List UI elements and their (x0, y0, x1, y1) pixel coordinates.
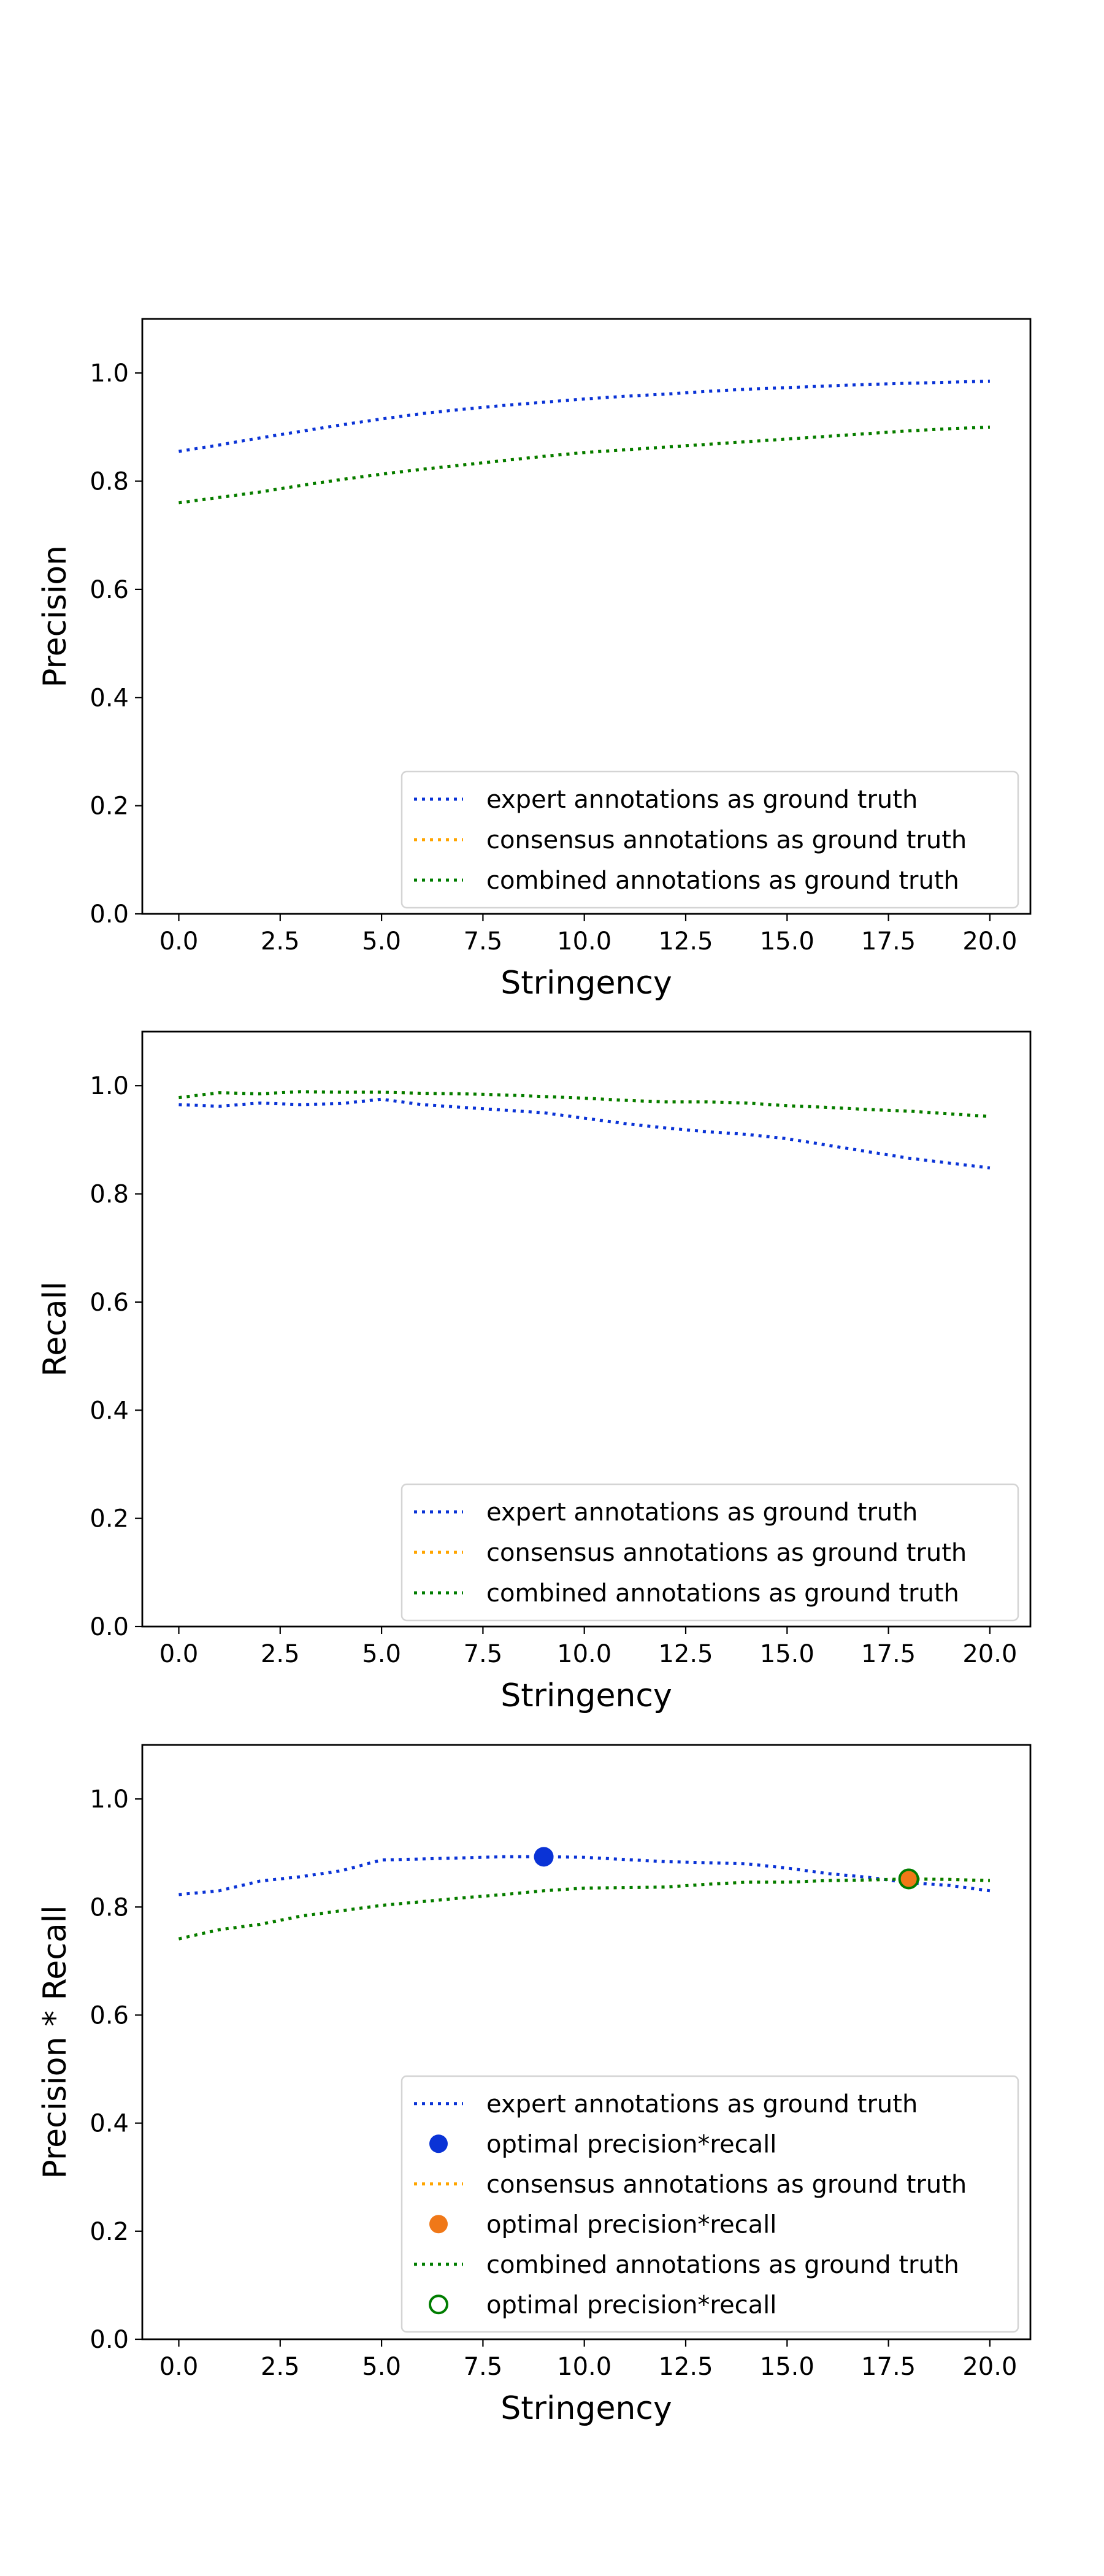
x-tick-label: 15.0 (760, 1640, 815, 1668)
x-tick-label: 17.5 (861, 927, 916, 956)
series-line-consensus-annotations-as-ground-truth (178, 425, 990, 505)
x-axis-label: Stringency (500, 1677, 672, 1714)
legend-label: optimal precision*recall (486, 2130, 776, 2158)
legend-label: consensus annotations as ground truth (486, 1539, 967, 1567)
x-tick-label: 15.0 (760, 2353, 815, 2381)
y-tick-label: 1.0 (90, 359, 129, 388)
y-tick-label: 1.0 (90, 1072, 129, 1100)
x-tick-label: 10.0 (557, 1640, 611, 1668)
legend-label: combined annotations as ground truth (486, 2251, 959, 2279)
x-tick-label: 20.0 (962, 927, 1017, 956)
y-tick-label: 0.4 (90, 1397, 129, 1425)
x-tick-label: 12.5 (658, 1640, 713, 1668)
x-tick-label: 0.0 (159, 2353, 199, 2381)
x-tick-label: 12.5 (658, 927, 713, 956)
y-tick-label: 0.6 (90, 576, 129, 604)
legend-label: optimal precision*recall (486, 2291, 776, 2319)
y-tick-label: 0.4 (90, 2110, 129, 2138)
y-tick-label: 0.2 (90, 792, 129, 821)
y-tick-label: 0.8 (90, 1181, 129, 1209)
x-axis-label: Stringency (500, 965, 672, 1002)
legend-box (401, 1483, 1019, 1622)
x-tick-label: 7.5 (464, 927, 503, 956)
x-tick-label: 15.0 (760, 927, 815, 956)
legend-swatch-marker (429, 2134, 448, 2153)
y-tick-label: 0.2 (90, 2218, 129, 2246)
legend: expert annotations as ground truth consen… (401, 770, 1019, 909)
legend-label: optimal precision*recall (486, 2210, 776, 2239)
x-tick-label: 7.5 (464, 1640, 503, 1668)
y-tick-label: 0.6 (90, 2001, 129, 2030)
legend-swatch-marker (429, 2215, 448, 2234)
series-line-combined-annotations-as-ground-truth (178, 1877, 990, 1941)
legend-label: expert annotations as ground truth (486, 2090, 918, 2118)
legend-box (401, 770, 1019, 909)
y-axis-label: Precision (37, 545, 74, 688)
legend-label: expert annotations as ground truth (486, 786, 918, 814)
legend-label: combined annotations as ground truth (486, 1579, 959, 1608)
chart-panel-3: 0.0 2.5 5.0 7.5 10.0 12.5 15.0 17.5 20.0 0.0 0.2 0.… (37, 1744, 1032, 2427)
y-tick-label: 1.0 (90, 1785, 129, 1814)
x-tick-label: 12.5 (658, 2353, 713, 2381)
x-tick-label: 5.0 (362, 1640, 401, 1668)
optimum-point-combined-annotations-as-ground-truth (898, 1868, 919, 1890)
x-tick-label: 2.5 (261, 1640, 300, 1668)
x-tick-label: 10.0 (557, 2353, 611, 2381)
y-tick-label: 0.0 (90, 900, 129, 929)
optimum-point-expert-annotations-as-ground-truth (534, 1847, 554, 1867)
y-tick-label: 0.0 (90, 1613, 129, 1641)
x-tick-label: 5.0 (362, 927, 401, 956)
series-line-combined-annotations-as-ground-truth (178, 1090, 991, 1118)
x-tick-label: 7.5 (464, 2353, 503, 2381)
x-tick-label: 5.0 (362, 2353, 401, 2381)
y-axis-label: Precision * Recall (37, 1905, 74, 2179)
chart-panel-2: 0.0 2.5 5.0 7.5 10.0 12.5 15.0 17.5 20.0 0.0 0.2 0.… (37, 1030, 1032, 1714)
optimum-point-consensus-annotations-as-ground-truth (899, 1869, 919, 1889)
y-tick-label: 0.8 (90, 1893, 129, 1922)
axes-frame (141, 1030, 1032, 1628)
legend: expert annotations as ground truth consen… (401, 1483, 1019, 1622)
x-tick-label: 0.0 (159, 1640, 199, 1668)
legend-box (401, 2075, 1019, 2333)
x-tick-label: 0.0 (159, 927, 199, 956)
series-line-expert-annotations-as-ground-truth (178, 379, 990, 453)
x-tick-label: 2.5 (261, 2353, 300, 2381)
legend-label: expert annotations as ground truth (486, 1498, 918, 1527)
chart-panel-1: 0.0 2.5 5.0 7.5 10.0 12.5 15.0 17.5 20.0 0.0 0.2 0.… (37, 318, 1032, 1002)
y-tick-label: 0.2 (90, 1505, 129, 1533)
legend: expert annotations as ground truth optima… (401, 2075, 1019, 2333)
y-tick-label: 0.0 (90, 2326, 129, 2354)
x-axis-label: Stringency (500, 2390, 672, 2427)
legend-swatch-marker (429, 2294, 448, 2315)
y-tick-label: 0.6 (90, 1289, 129, 1317)
legend-label: consensus annotations as ground truth (486, 2171, 967, 2199)
x-tick-label: 20.0 (962, 1640, 1017, 1668)
series-line-expert-annotations-as-ground-truth (178, 1097, 991, 1170)
x-tick-label: 17.5 (861, 1640, 916, 1668)
series-line-expert-annotations-as-ground-truth (178, 1855, 991, 1896)
y-tick-label: 0.8 (90, 468, 129, 496)
legend-label: consensus annotations as ground truth (486, 826, 967, 854)
axes-frame (141, 1744, 1032, 2340)
axes-frame (141, 318, 1032, 915)
x-tick-label: 17.5 (861, 2353, 916, 2381)
legend-label: combined annotations as ground truth (486, 867, 959, 895)
y-axis-label: Recall (37, 1281, 74, 1376)
x-tick-label: 2.5 (261, 927, 300, 956)
series-line-combined-annotations-as-ground-truth (178, 425, 990, 505)
y-tick-label: 0.4 (90, 684, 129, 712)
x-tick-label: 10.0 (557, 927, 611, 956)
x-tick-label: 20.0 (962, 2353, 1017, 2381)
